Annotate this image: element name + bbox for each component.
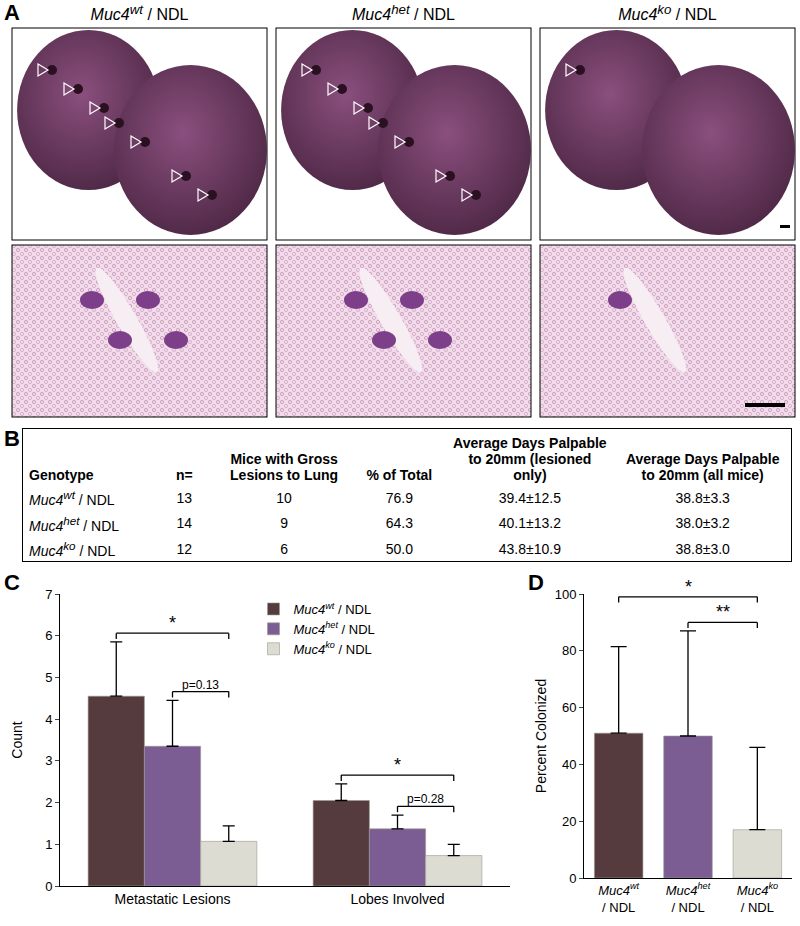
html-text:40.1±13.2: 40.1±13.2 bbox=[498, 515, 561, 532]
html-text:B: B bbox=[4, 426, 20, 451]
html-text:Muc4het/ NDL: Muc4het/ NDL bbox=[29, 513, 120, 534]
svg-text:100: 100 bbox=[555, 587, 577, 602]
svg-text:Muc4​wt​ / NDL: Muc4​wt​ / NDL bbox=[294, 601, 372, 617]
svg-text:Muc4​het​ / NDL: Muc4​het​ / NDL bbox=[294, 620, 375, 636]
html-text:Genotype: Genotype bbox=[29, 467, 94, 483]
svg-text:Metastatic Lesions: Metastatic Lesions bbox=[115, 891, 231, 907]
html-text:Average Days Palpable to 20mm: Average Days Palpable to 20mm (lesioned … bbox=[453, 435, 607, 483]
svg-text:Muc4​het​/ NDL: Muc4​het​/ NDL bbox=[666, 881, 711, 914]
html-text:Muc4ko/ NDL: Muc4ko/ NDL bbox=[29, 539, 116, 559]
html-text:38.0±3.2: 38.0±3.2 bbox=[675, 515, 730, 532]
html-text:Mice with Gross Lesions to Lun: Mice with Gross Lesions to Lung bbox=[230, 451, 339, 483]
svg-text:*: * bbox=[394, 755, 401, 775]
svg-text:40: 40 bbox=[562, 757, 576, 772]
svg-text:*: * bbox=[685, 577, 692, 597]
svg-text:**: ** bbox=[716, 602, 730, 622]
html-text:10: 10 bbox=[276, 489, 292, 506]
svg-text:20: 20 bbox=[562, 814, 576, 829]
svg-text:60: 60 bbox=[562, 700, 576, 715]
html-text:% of Total: % of Total bbox=[366, 467, 433, 483]
html-text:12: 12 bbox=[176, 541, 192, 558]
html-text:D: D bbox=[528, 570, 544, 595]
html-text:50.0: 50.0 bbox=[385, 541, 413, 558]
html-text:76.9: 76.9 bbox=[385, 489, 413, 506]
svg-text:Muc4​ko​/ NDL: Muc4​ko​/ NDL bbox=[737, 881, 778, 914]
html-text:38.8±3.3: 38.8±3.3 bbox=[675, 489, 730, 506]
svg-text:Percent Colonized: Percent Colonized bbox=[533, 679, 549, 793]
svg-text:0: 0 bbox=[45, 879, 52, 894]
html-text:64.3: 64.3 bbox=[385, 515, 413, 532]
html-text:Muc4ko/ NDL: Muc4ko/ NDL bbox=[618, 2, 717, 24]
svg-text:4: 4 bbox=[45, 712, 52, 727]
svg-text:7: 7 bbox=[45, 587, 52, 602]
svg-text:Muc4​wt​/ NDL: Muc4​wt​/ NDL bbox=[598, 881, 639, 914]
html-text:14: 14 bbox=[176, 515, 192, 532]
html-text:n=: n= bbox=[175, 467, 193, 483]
svg-text:p=0.13: p=0.13 bbox=[182, 678, 219, 692]
html-text:Average Days Palpable to 20mm: Average Days Palpable to 20mm (all mice) bbox=[625, 451, 780, 483]
html-text:43.8±10.9: 43.8±10.9 bbox=[498, 541, 561, 558]
svg-text:Lobes Involved: Lobes Involved bbox=[350, 891, 444, 907]
html-text:Muc4het/ NDL: Muc4het/ NDL bbox=[352, 2, 455, 24]
svg-text:2: 2 bbox=[45, 795, 52, 810]
svg-text:1: 1 bbox=[45, 837, 52, 852]
html-text:Muc4wt/ NDL: Muc4wt/ NDL bbox=[90, 2, 189, 24]
svg-text:Muc4​ko​ / NDL: Muc4​ko​ / NDL bbox=[294, 640, 372, 656]
html-text:38.8±3.0: 38.8±3.0 bbox=[675, 541, 730, 558]
svg-text:3: 3 bbox=[45, 753, 52, 768]
svg-text:p=0.28: p=0.28 bbox=[407, 792, 444, 806]
svg-text:0: 0 bbox=[569, 871, 576, 886]
html-text:9: 9 bbox=[280, 515, 288, 532]
svg-text:6: 6 bbox=[45, 628, 52, 643]
svg-text:5: 5 bbox=[45, 670, 52, 685]
html-text:13: 13 bbox=[176, 489, 192, 506]
html-text:C: C bbox=[4, 570, 20, 595]
svg-text:Count: Count bbox=[9, 721, 25, 758]
svg-text:*: * bbox=[169, 613, 176, 633]
html-text:39.4±12.5: 39.4±12.5 bbox=[498, 489, 561, 506]
svg-text:80: 80 bbox=[562, 643, 576, 658]
html-text:A: A bbox=[4, 0, 20, 25]
html-text:Muc4wt/ NDL: Muc4wt/ NDL bbox=[29, 488, 115, 508]
html-text:6: 6 bbox=[280, 541, 288, 558]
